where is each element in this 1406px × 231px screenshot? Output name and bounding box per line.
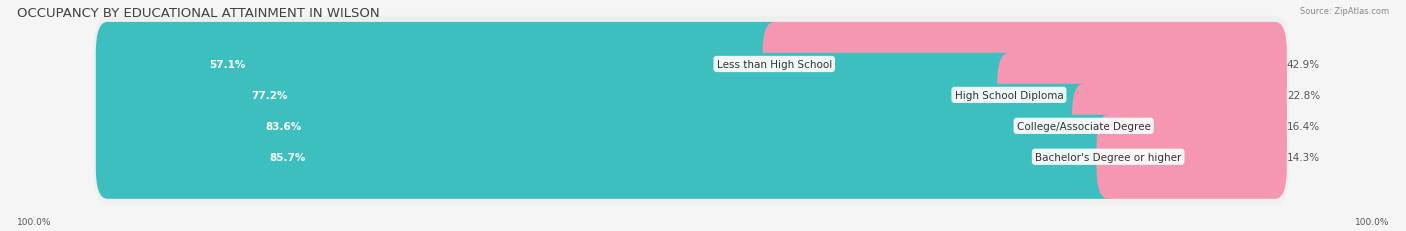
Text: 83.6%: 83.6% xyxy=(266,121,301,131)
Text: 16.4%: 16.4% xyxy=(1286,121,1320,131)
Text: 22.8%: 22.8% xyxy=(1286,91,1320,100)
Text: Less than High School: Less than High School xyxy=(717,60,832,70)
FancyBboxPatch shape xyxy=(93,47,1289,143)
Legend: Owner-occupied, Renter-occupied: Owner-occupied, Renter-occupied xyxy=(589,229,817,231)
Text: High School Diploma: High School Diploma xyxy=(955,91,1063,100)
FancyBboxPatch shape xyxy=(93,109,1289,205)
Text: 14.3%: 14.3% xyxy=(1286,152,1320,162)
FancyBboxPatch shape xyxy=(762,23,1286,106)
FancyBboxPatch shape xyxy=(1071,84,1286,168)
Text: College/Associate Degree: College/Associate Degree xyxy=(1017,121,1150,131)
FancyBboxPatch shape xyxy=(1097,115,1286,199)
FancyBboxPatch shape xyxy=(96,23,786,106)
Text: 85.7%: 85.7% xyxy=(270,152,305,162)
Text: 57.1%: 57.1% xyxy=(209,60,246,70)
FancyBboxPatch shape xyxy=(93,78,1289,174)
FancyBboxPatch shape xyxy=(997,54,1286,137)
FancyBboxPatch shape xyxy=(93,17,1289,113)
Text: 100.0%: 100.0% xyxy=(17,217,52,226)
Text: Bachelor's Degree or higher: Bachelor's Degree or higher xyxy=(1035,152,1181,162)
Text: 100.0%: 100.0% xyxy=(1354,217,1389,226)
Text: 77.2%: 77.2% xyxy=(252,91,288,100)
FancyBboxPatch shape xyxy=(96,84,1095,168)
FancyBboxPatch shape xyxy=(96,115,1119,199)
Text: 42.9%: 42.9% xyxy=(1286,60,1320,70)
Text: OCCUPANCY BY EDUCATIONAL ATTAINMENT IN WILSON: OCCUPANCY BY EDUCATIONAL ATTAINMENT IN W… xyxy=(17,7,380,20)
Text: Source: ZipAtlas.com: Source: ZipAtlas.com xyxy=(1301,7,1389,16)
FancyBboxPatch shape xyxy=(96,54,1021,137)
